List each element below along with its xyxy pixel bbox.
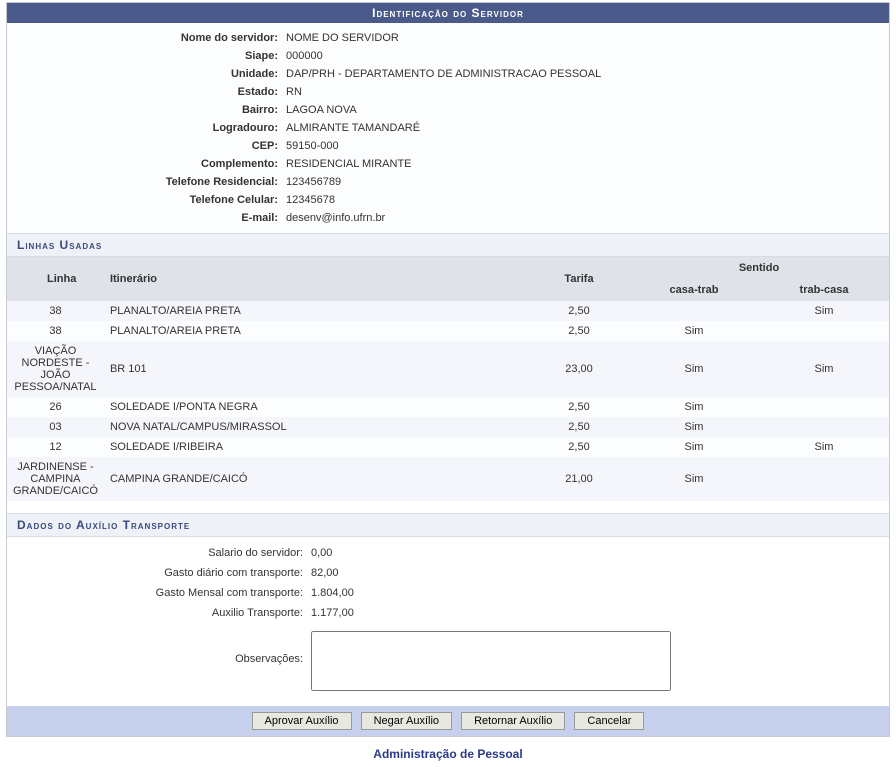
cancelar-button[interactable]: Cancelar xyxy=(574,712,644,730)
label-estado: Estado: xyxy=(7,83,282,101)
table-row: 38PLANALTO/AREIA PRETA2,50 Sim xyxy=(7,301,889,321)
cell-linha: 03 xyxy=(7,417,104,437)
value-gasto-diario: 82,00 xyxy=(307,563,339,583)
th-linha: Linha xyxy=(7,257,104,301)
cell-trab-casa xyxy=(759,397,889,417)
cell-itinerario: SOLEDADE I/RIBEIRA xyxy=(104,437,529,457)
label-observacoes: Observações: xyxy=(7,629,307,669)
identificacao-block: Nome do servidor:NOME DO SERVIDOR Siape:… xyxy=(7,23,889,233)
value-gasto-mensal: 1.804,00 xyxy=(307,583,354,603)
section-linhas-usadas: Linhas Usadas xyxy=(7,233,889,257)
label-auxilio: Auxilio Transporte: xyxy=(7,603,307,623)
value-bairro: LAGOA NOVA xyxy=(282,101,357,119)
label-cep: CEP: xyxy=(7,137,282,155)
cell-linha: 38 xyxy=(7,301,104,321)
cell-casa-trab: Sim xyxy=(629,437,759,457)
label-unidade: Unidade: xyxy=(7,65,282,83)
cell-trab-casa xyxy=(759,417,889,437)
cell-tarifa: 2,50 xyxy=(529,321,629,341)
cell-tarifa: 2,50 xyxy=(529,301,629,321)
cell-trab-casa: Sim xyxy=(759,341,889,397)
cell-trab-casa xyxy=(759,321,889,341)
cell-itinerario: PLANALTO/AREIA PRETA xyxy=(104,321,529,341)
cell-tarifa: 2,50 xyxy=(529,397,629,417)
label-bairro: Bairro: xyxy=(7,101,282,119)
cell-linha: 26 xyxy=(7,397,104,417)
cell-casa-trab: Sim xyxy=(629,457,759,501)
value-complemento: RESIDENCIAL MIRANTE xyxy=(282,155,412,173)
cell-itinerario: PLANALTO/AREIA PRETA xyxy=(104,301,529,321)
table-row: VIAÇÃO NORDESTE - JOÃO PESSOA/NATALBR 10… xyxy=(7,341,889,397)
value-estado: RN xyxy=(282,83,302,101)
table-row: 12SOLEDADE I/RIBEIRA2,50SimSim xyxy=(7,437,889,457)
value-logradouro: ALMIRANTE TAMANDARÉ xyxy=(282,119,420,137)
page-title: Identificação do Servidor xyxy=(7,3,889,23)
aprovar-button[interactable]: Aprovar Auxílio xyxy=(252,712,352,730)
cell-casa-trab: Sim xyxy=(629,397,759,417)
button-bar: Aprovar Auxílio Negar Auxílio Retornar A… xyxy=(7,706,889,736)
value-cep: 59150-000 xyxy=(282,137,339,155)
th-itinerario: Itinerário xyxy=(104,257,529,301)
cell-linha: 38 xyxy=(7,321,104,341)
label-gasto-diario: Gasto diário com transporte: xyxy=(7,563,307,583)
footer: Administração de Pessoal xyxy=(0,737,896,767)
value-unidade: DAP/PRH - DEPARTAMENTO DE ADMINISTRACAO … xyxy=(282,65,601,83)
cell-trab-casa: Sim xyxy=(759,301,889,321)
cell-itinerario: SOLEDADE I/PONTA NEGRA xyxy=(104,397,529,417)
th-casa-trab: casa-trab xyxy=(629,279,759,301)
cell-casa-trab: Sim xyxy=(629,341,759,397)
label-email: E-mail: xyxy=(7,209,282,227)
th-sentido: Sentido xyxy=(629,257,889,279)
cell-tarifa: 2,50 xyxy=(529,417,629,437)
value-nome: NOME DO SERVIDOR xyxy=(282,29,399,47)
retornar-button[interactable]: Retornar Auxílio xyxy=(461,712,565,730)
auxilio-block: Salario do servidor:0,00 Gasto diário co… xyxy=(7,537,889,706)
cell-casa-trab xyxy=(629,301,759,321)
label-complemento: Complemento: xyxy=(7,155,282,173)
table-row: 26SOLEDADE I/PONTA NEGRA2,50Sim xyxy=(7,397,889,417)
cell-tarifa: 2,50 xyxy=(529,437,629,457)
cell-casa-trab: Sim xyxy=(629,417,759,437)
label-salario: Salario do servidor: xyxy=(7,543,307,563)
table-row: JARDINENSE - CAMPINA GRANDE/CAICÓCAMPINA… xyxy=(7,457,889,501)
value-tel-cel: 12345678 xyxy=(282,191,335,209)
cell-itinerario: CAMPINA GRANDE/CAICÓ xyxy=(104,457,529,501)
label-tel-cel: Telefone Celular: xyxy=(7,191,282,209)
label-nome: Nome do servidor: xyxy=(7,29,282,47)
th-tarifa: Tarifa xyxy=(529,257,629,301)
value-salario: 0,00 xyxy=(307,543,332,563)
label-tel-res: Telefone Residencial: xyxy=(7,173,282,191)
label-gasto-mensal: Gasto Mensal com transporte: xyxy=(7,583,307,603)
th-trab-casa: trab-casa xyxy=(759,279,889,301)
linhas-table: Linha Itinerário Tarifa Sentido casa-tra… xyxy=(7,257,889,501)
label-logradouro: Logradouro: xyxy=(7,119,282,137)
value-auxilio: 1.177,00 xyxy=(307,603,354,623)
observacoes-input[interactable] xyxy=(311,631,671,691)
label-siape: Siape: xyxy=(7,47,282,65)
value-siape: 000000 xyxy=(282,47,323,65)
cell-tarifa: 23,00 xyxy=(529,341,629,397)
table-row: 03NOVA NATAL/CAMPUS/MIRASSOL2,50Sim xyxy=(7,417,889,437)
cell-itinerario: NOVA NATAL/CAMPUS/MIRASSOL xyxy=(104,417,529,437)
value-tel-res: 123456789 xyxy=(282,173,341,191)
value-email: desenv@info.ufrn.br xyxy=(282,209,385,227)
cell-trab-casa xyxy=(759,457,889,501)
cell-linha: JARDINENSE - CAMPINA GRANDE/CAICÓ xyxy=(7,457,104,501)
cell-trab-casa: Sim xyxy=(759,437,889,457)
cell-linha: 12 xyxy=(7,437,104,457)
cell-tarifa: 21,00 xyxy=(529,457,629,501)
cell-linha: VIAÇÃO NORDESTE - JOÃO PESSOA/NATAL xyxy=(7,341,104,397)
page-container: Identificação do Servidor Nome do servid… xyxy=(6,2,890,737)
negar-button[interactable]: Negar Auxílio xyxy=(361,712,452,730)
cell-itinerario: BR 101 xyxy=(104,341,529,397)
footer-link[interactable]: Administração de Pessoal xyxy=(373,747,522,761)
cell-casa-trab: Sim xyxy=(629,321,759,341)
section-auxilio: Dados do Auxílio Transporte xyxy=(7,513,889,537)
table-row: 38PLANALTO/AREIA PRETA2,50Sim xyxy=(7,321,889,341)
